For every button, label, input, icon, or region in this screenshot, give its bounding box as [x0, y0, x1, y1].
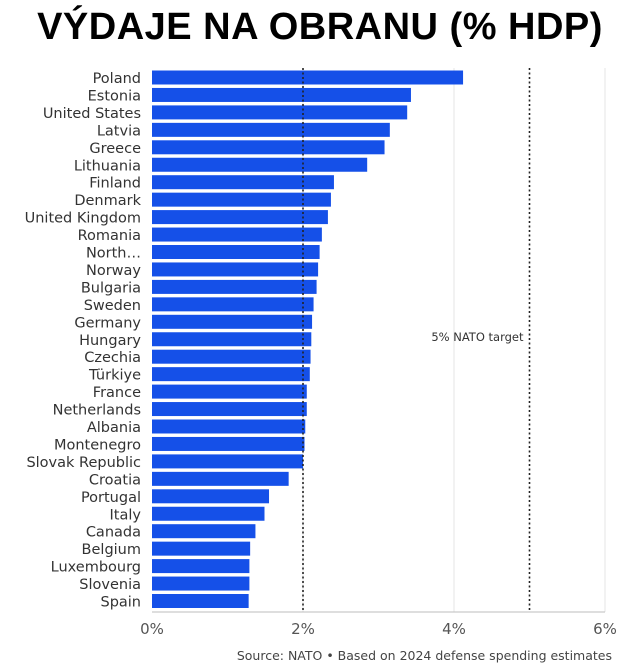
bar [152, 157, 368, 172]
category-label: Denmark [74, 193, 141, 209]
category-label: Romania [78, 228, 141, 244]
category-label: Estonia [88, 88, 141, 104]
bar [152, 87, 411, 102]
category-label: Albania [87, 420, 141, 436]
bar [152, 489, 270, 504]
category-label: Norway [86, 263, 141, 279]
category-label: Germany [74, 315, 141, 331]
category-label: Canada [86, 525, 141, 541]
bar [152, 367, 310, 382]
bar [152, 314, 313, 329]
bar [152, 262, 319, 277]
bar [152, 384, 307, 399]
category-label: United Kingdom [25, 211, 141, 227]
bar [152, 506, 265, 521]
category-label: Luxembourg [51, 560, 141, 576]
category-label: North… [86, 246, 141, 262]
bar [152, 227, 322, 242]
bar [152, 402, 307, 417]
category-label: Belgium [82, 542, 141, 558]
category-label: Spain [100, 595, 141, 611]
category-label: Czechia [84, 350, 141, 366]
category-label: Slovak Republic [26, 455, 141, 471]
x-tick-label: 0% [140, 620, 164, 638]
category-label: Hungary [79, 333, 141, 349]
category-label: United States [43, 106, 141, 122]
bar [152, 140, 385, 155]
bar [152, 122, 390, 137]
reference-label: 5% NATO target [431, 330, 524, 344]
bar [152, 419, 306, 434]
category-label: France [93, 385, 141, 401]
bar [152, 70, 464, 85]
bar [152, 279, 317, 294]
bar [152, 175, 334, 190]
bar [152, 524, 256, 539]
category-label: Croatia [89, 472, 141, 488]
category-label: Finland [89, 176, 141, 192]
category-label: Latvia [97, 123, 141, 139]
bar [152, 541, 251, 556]
bar [152, 454, 303, 469]
x-tick-label: 6% [593, 620, 617, 638]
category-label: Slovenia [79, 577, 141, 593]
bar [152, 332, 312, 347]
bar [152, 594, 249, 608]
source-note: Source: NATO • Based on 2024 defense spe… [236, 648, 612, 663]
bar [152, 105, 408, 120]
bar [152, 245, 320, 259]
category-label: Italy [110, 507, 142, 523]
bar [152, 559, 250, 574]
bar [152, 297, 314, 312]
category-label: Portugal [81, 490, 141, 506]
chart-title: VÝDAJE NA OBRANU (% HDP) [37, 6, 603, 48]
bar [152, 349, 311, 364]
category-label: Poland [93, 71, 141, 87]
category-label: Bulgaria [81, 280, 141, 296]
category-label: Netherlands [53, 403, 141, 419]
bar [152, 436, 305, 451]
category-label: Montenegro [54, 437, 141, 453]
category-label: Lithuania [74, 158, 141, 174]
x-tick-label: 4% [442, 620, 466, 638]
bar [152, 471, 289, 486]
bar [152, 192, 331, 207]
bar [152, 210, 328, 225]
x-tick-label: 2% [291, 620, 315, 638]
category-label: Sweden [84, 298, 141, 314]
bar [152, 576, 250, 591]
category-label: Türkiye [88, 368, 141, 384]
category-label: Greece [89, 141, 141, 157]
